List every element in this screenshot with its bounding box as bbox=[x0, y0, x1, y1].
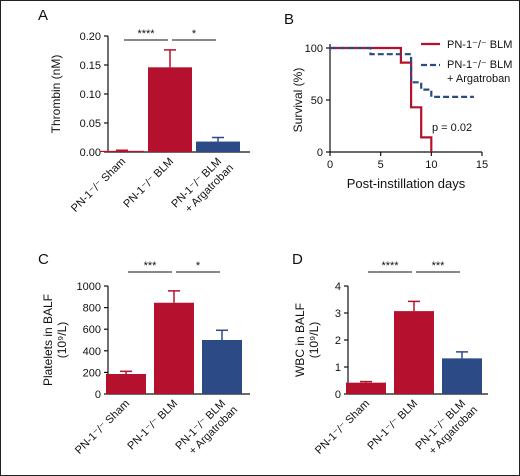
y-tick-label-C: 0 bbox=[95, 389, 101, 401]
y-axis-label-D: WBC in BALF bbox=[293, 303, 307, 377]
category-label-C-2: PN-1⁻/⁻ BLM bbox=[125, 398, 180, 453]
survival-line-1 bbox=[330, 46, 433, 152]
y-axis-label-A: Thrombin (nM) bbox=[49, 55, 63, 134]
panel-letter-a: A bbox=[38, 7, 48, 24]
y-tick-label-D: 3 bbox=[335, 308, 341, 320]
y-tick-label-A: 0.00 bbox=[80, 147, 101, 159]
panel-letter-c: C bbox=[38, 251, 49, 268]
y-tick-label-A: 0.05 bbox=[80, 118, 101, 130]
y-tick-label-C: 400 bbox=[83, 346, 101, 358]
significance-label-A-1: **** bbox=[137, 28, 155, 40]
y-tick-label-D: 1 bbox=[335, 362, 341, 374]
y-tick-label-A: 0.15 bbox=[80, 60, 101, 72]
y-tick-label-C: 1000 bbox=[77, 281, 101, 293]
y-tick-label-C: 800 bbox=[83, 303, 101, 315]
legend-label-2: PN-1⁻/⁻ BLM bbox=[447, 59, 512, 71]
bar-A-3 bbox=[196, 141, 240, 152]
significance-label-A-2: * bbox=[192, 28, 197, 40]
y-tick-label-D: 2 bbox=[335, 335, 341, 347]
x-tick-label-B: 5 bbox=[378, 159, 384, 171]
bar-C-2 bbox=[154, 302, 194, 394]
y-tick-label-C: 600 bbox=[83, 324, 101, 336]
significance-label-C-2: * bbox=[196, 260, 201, 272]
category-label-C-1: PN-1⁻/⁻ Sham bbox=[73, 398, 132, 457]
bar-D-1 bbox=[346, 382, 386, 394]
significance-label-D-2: *** bbox=[432, 260, 446, 272]
x-tick-label-B: 15 bbox=[476, 159, 488, 171]
y-axis-label-C: Platelets in BALF bbox=[41, 294, 55, 386]
category-label-D-1: PN-1⁻/⁻ Sham bbox=[313, 398, 372, 457]
legend-label-3: + Argatroban bbox=[447, 73, 510, 85]
y-tick-label-B: 100 bbox=[305, 43, 323, 55]
y-tick-label-A: 0.20 bbox=[80, 31, 101, 43]
x-tick-label-B: 0 bbox=[327, 159, 333, 171]
y-axis-units-C: (10⁹/L) bbox=[55, 322, 69, 359]
category-label-D-2: PN-1⁻/⁻ BLM bbox=[365, 398, 420, 453]
y-tick-label-C: 200 bbox=[83, 367, 101, 379]
legend-label-1: PN-1⁻/⁻ BLM bbox=[447, 39, 512, 51]
bar-A-1 bbox=[100, 150, 144, 152]
bar-C-1 bbox=[106, 374, 146, 394]
y-tick-label-D: 4 bbox=[335, 281, 341, 293]
y-axis-units-D: (10⁹/L) bbox=[307, 322, 321, 359]
bar-D-3 bbox=[442, 358, 482, 394]
y-tick-label-D: 0 bbox=[335, 389, 341, 401]
bar-D-2 bbox=[394, 311, 434, 394]
significance-label-D-1: **** bbox=[381, 260, 399, 272]
y-tick-label-B: 0 bbox=[317, 147, 323, 159]
p-value-annotation: p = 0.02 bbox=[432, 122, 472, 134]
y-tick-label-A: 0.10 bbox=[80, 89, 101, 101]
y-axis-label-B: Survival (%) bbox=[291, 68, 305, 133]
significance-label-C-1: *** bbox=[144, 260, 158, 272]
bar-A-2 bbox=[148, 67, 192, 152]
y-tick-label-B: 50 bbox=[311, 95, 323, 107]
panel-letter-d: D bbox=[292, 251, 303, 268]
survival-line-2 bbox=[330, 46, 474, 99]
x-axis-label-B: Post-instillation days bbox=[347, 176, 466, 191]
bar-C-3 bbox=[202, 340, 242, 394]
category-label-A-1: PN-1⁻/⁻ Sham bbox=[69, 156, 128, 215]
panel-letter-b: B bbox=[284, 11, 294, 28]
category-label-A-2: PN-1⁻/⁻ BLM bbox=[121, 156, 176, 211]
x-tick-label-B: 10 bbox=[425, 159, 437, 171]
